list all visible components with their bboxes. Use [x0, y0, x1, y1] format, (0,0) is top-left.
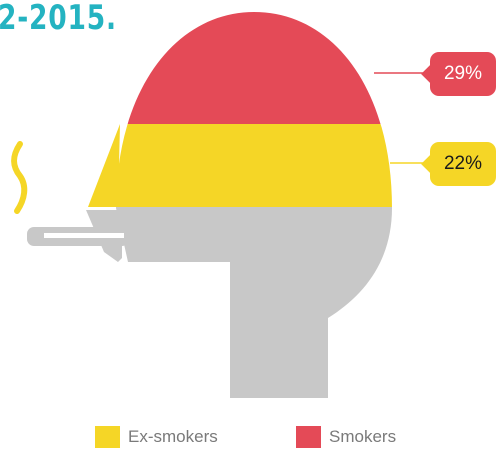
smokers-callout: 29% — [430, 52, 496, 96]
legend-label-smokers: Smokers — [329, 427, 397, 446]
smokers-value-label: 29% — [443, 63, 483, 84]
ex-smokers-callout: 22% — [430, 142, 496, 186]
ex-smokers-band — [116, 124, 392, 207]
legend-label-ex-smokers: Ex-smokers — [128, 427, 218, 446]
legend: Ex-smokers Smokers — [95, 426, 495, 458]
legend-item-ex-smokers: Ex-smokers — [95, 426, 218, 448]
ex-smokers-value-label: 22% — [443, 153, 483, 174]
cigarette-icon — [27, 227, 129, 246]
smokers-band — [116, 12, 392, 124]
chart-title: 2-2015. — [0, 0, 117, 38]
legend-swatch-ex-smokers — [95, 426, 120, 448]
legend-swatch-smokers — [296, 426, 321, 448]
smoke-icon — [11, 141, 28, 214]
legend-item-smokers: Smokers — [296, 426, 396, 448]
nose — [88, 124, 120, 207]
